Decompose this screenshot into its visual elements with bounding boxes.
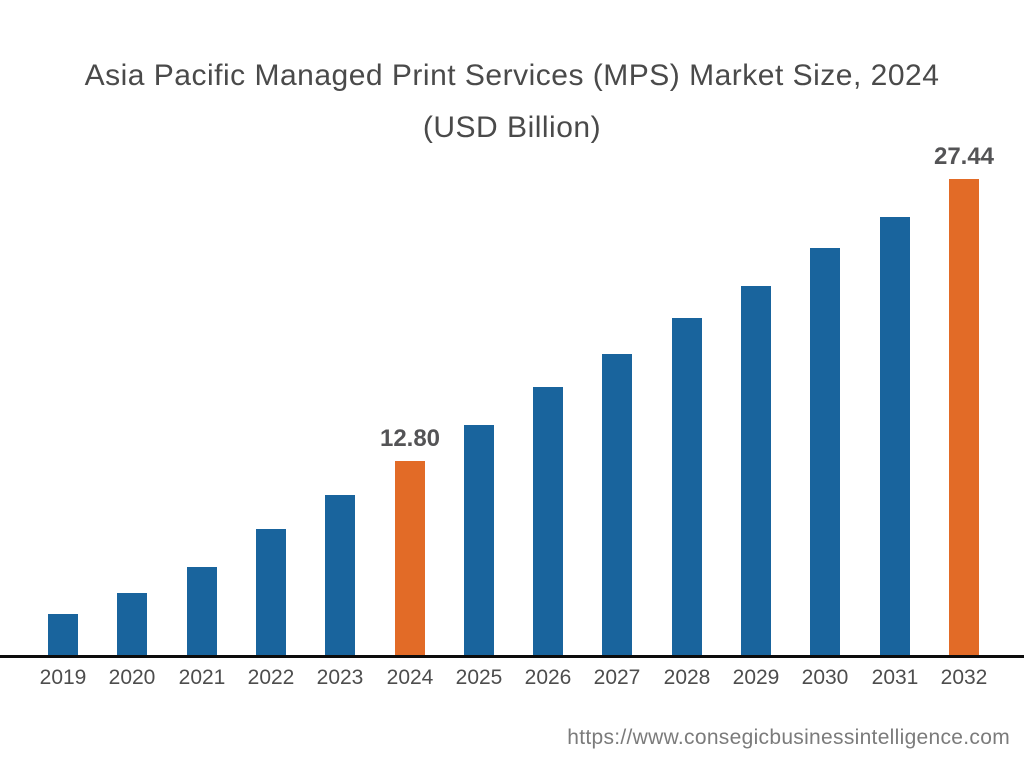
bar-2031 (880, 217, 910, 655)
x-tick-2020: 2020 (108, 666, 156, 689)
bar-value-label-2032: 27.44 (933, 143, 995, 170)
x-tick-2023: 2023 (316, 666, 364, 689)
bar-column-2019 (27, 614, 99, 655)
x-tick-2022: 2022 (247, 666, 295, 689)
x-tick-2019: 2019 (39, 666, 87, 689)
bar-2021 (187, 567, 217, 655)
bar-column-2024: 12.80 (374, 425, 446, 655)
bar-2020 (117, 593, 147, 655)
chart-title: Asia Pacific Managed Print Services (MPS… (0, 50, 1024, 154)
bar-2023 (325, 495, 355, 655)
x-tick-2027: 2027 (593, 666, 641, 689)
chart-title-line1: Asia Pacific Managed Print Services (MPS… (84, 59, 940, 92)
bar-2022 (256, 529, 286, 655)
x-axis-line (0, 655, 1024, 658)
bar-column-2032: 27.44 (928, 143, 1000, 655)
bar-column-2029 (720, 286, 792, 655)
x-tick-2021: 2021 (178, 666, 226, 689)
bar-column-2027 (581, 354, 653, 655)
x-tick-2032: 2032 (940, 666, 988, 689)
x-tick-2031: 2031 (871, 666, 919, 689)
source-url: https://www.consegicbusinessintelligence… (567, 726, 1010, 749)
x-tick-2030: 2030 (801, 666, 849, 689)
bar-2024 (395, 461, 425, 655)
bar-column-2031 (859, 217, 931, 655)
bar-column-2020 (96, 593, 168, 655)
bar-column-2022 (235, 529, 307, 655)
bar-column-2025 (443, 425, 515, 655)
bar-column-2021 (166, 567, 238, 655)
bar-column-2028 (651, 318, 723, 655)
x-tick-2026: 2026 (524, 666, 572, 689)
bar-2025 (464, 425, 494, 655)
bar-2026 (533, 387, 563, 655)
bar-column-2030 (789, 248, 861, 655)
bar-2019 (48, 614, 78, 655)
bar-2032 (949, 179, 979, 655)
x-tick-2025: 2025 (455, 666, 503, 689)
x-tick-2028: 2028 (663, 666, 711, 689)
x-tick-2024: 2024 (386, 666, 434, 689)
bar-column-2023 (304, 495, 376, 655)
chart-title-line2: (USD Billion) (422, 111, 602, 144)
bar-2030 (810, 248, 840, 655)
bar-value-label-2024: 12.80 (379, 425, 441, 452)
bar-2027 (602, 354, 632, 655)
x-tick-2029: 2029 (732, 666, 780, 689)
bar-2028 (672, 318, 702, 655)
bar-column-2026 (512, 387, 584, 655)
bar-2029 (741, 286, 771, 655)
